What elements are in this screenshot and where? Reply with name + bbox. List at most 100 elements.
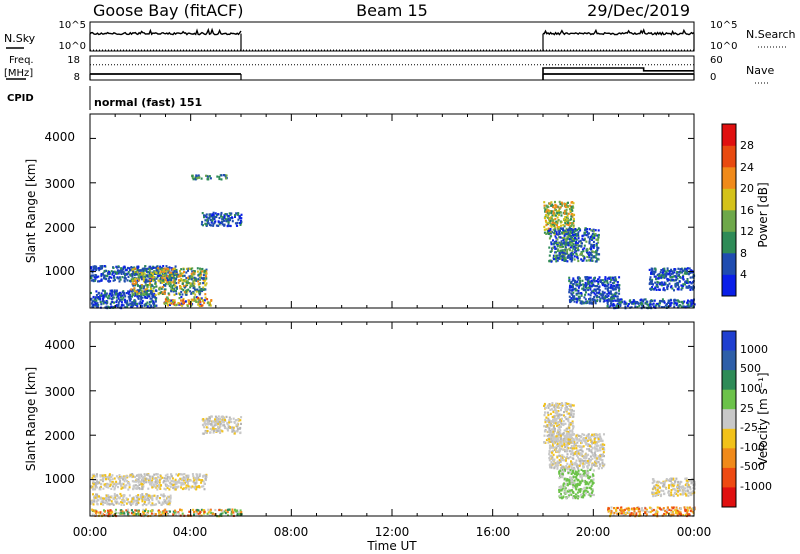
power-echo	[576, 283, 579, 286]
power-echo	[120, 301, 123, 304]
power-echo	[161, 291, 164, 294]
power-echo	[548, 202, 551, 205]
power-echo	[629, 301, 632, 304]
vel-echo	[555, 438, 558, 441]
vel-echo	[144, 509, 146, 512]
power-echo	[679, 268, 682, 271]
power-echo	[176, 287, 178, 290]
vel-echo	[594, 450, 597, 453]
vel-echo	[198, 512, 201, 515]
vel-echo	[158, 479, 161, 482]
power-echo	[120, 304, 123, 307]
power-echo	[570, 215, 573, 218]
power-echo	[590, 302, 593, 305]
vel-echo	[217, 418, 220, 421]
vel-echo	[570, 460, 572, 463]
vel-echo	[546, 411, 549, 414]
vel-echo	[153, 503, 156, 506]
vel-echo	[178, 473, 180, 476]
vel-echo	[197, 476, 200, 479]
vel-echo	[234, 419, 237, 422]
vel-echo	[158, 501, 161, 504]
vel-echo	[102, 503, 105, 506]
power-echo	[227, 221, 230, 224]
vel-echo	[111, 511, 114, 514]
power-echo	[180, 290, 183, 294]
vel-echo	[593, 462, 596, 465]
vel-echo	[219, 424, 222, 428]
vel-echo	[571, 462, 573, 465]
vel-echo	[106, 483, 109, 486]
vel-echo	[183, 473, 186, 476]
vel-echo	[148, 501, 151, 504]
vel-echo	[557, 410, 560, 413]
power-echo	[91, 304, 94, 307]
power-echo	[175, 292, 178, 295]
power-echo	[606, 285, 609, 288]
power-echo	[149, 297, 152, 300]
power-echo	[200, 177, 203, 180]
power-echo	[175, 273, 178, 277]
power-echo	[154, 298, 157, 301]
vel-echo	[186, 478, 189, 481]
power-echo	[651, 278, 654, 281]
power-echo	[673, 305, 676, 308]
vel-echo	[552, 428, 555, 431]
power-echo	[115, 299, 118, 302]
power-echo	[183, 291, 186, 294]
vel-echo	[552, 426, 555, 429]
power-echo	[683, 272, 686, 275]
power-echo	[604, 278, 607, 281]
power-echo	[96, 303, 99, 306]
power-echo	[184, 300, 187, 303]
vel-echo	[123, 476, 126, 479]
vel-echo	[558, 459, 561, 462]
power-echo	[545, 228, 548, 231]
vel-echo	[200, 508, 203, 511]
vel-echo	[221, 430, 224, 433]
power-echo	[200, 297, 203, 300]
power-echo	[565, 203, 568, 206]
power-echo	[662, 276, 665, 279]
power-echo	[136, 267, 139, 270]
power-echo	[679, 271, 682, 274]
vel-echo	[231, 426, 234, 429]
power-echo	[651, 272, 654, 275]
power-echo	[676, 299, 679, 302]
vel-echo	[561, 445, 564, 448]
power-echo	[165, 297, 168, 301]
vel-echo	[192, 480, 195, 483]
vel-echo	[593, 438, 596, 441]
power-echo	[564, 222, 567, 225]
vel-echo	[568, 421, 571, 424]
vel-echo	[203, 512, 206, 515]
power-echo	[654, 267, 657, 270]
power-echo	[666, 284, 669, 287]
power-echo	[576, 233, 579, 236]
vel-echo	[547, 417, 550, 420]
vel-echo	[236, 422, 239, 425]
power-echo	[123, 293, 126, 296]
vel-echo	[157, 486, 160, 489]
power-echo	[638, 304, 641, 307]
vel-echo	[601, 445, 604, 448]
power-echo	[223, 174, 225, 177]
vel-echo	[150, 496, 153, 499]
power-echo	[145, 303, 148, 307]
vel-echo	[213, 424, 216, 427]
vel-echo	[166, 486, 169, 489]
power-echo	[575, 297, 578, 301]
power-echo	[666, 287, 669, 291]
vel-echo	[132, 501, 135, 504]
vel-echo	[572, 404, 575, 407]
power-echo	[567, 222, 569, 225]
power-echo	[644, 298, 647, 301]
power-echo	[563, 210, 566, 213]
vel-echo	[147, 478, 150, 481]
power-echo	[557, 241, 559, 244]
vel-echo	[107, 512, 110, 516]
power-echo	[240, 213, 243, 216]
vel-echo	[94, 496, 97, 499]
power-echo	[669, 304, 672, 307]
